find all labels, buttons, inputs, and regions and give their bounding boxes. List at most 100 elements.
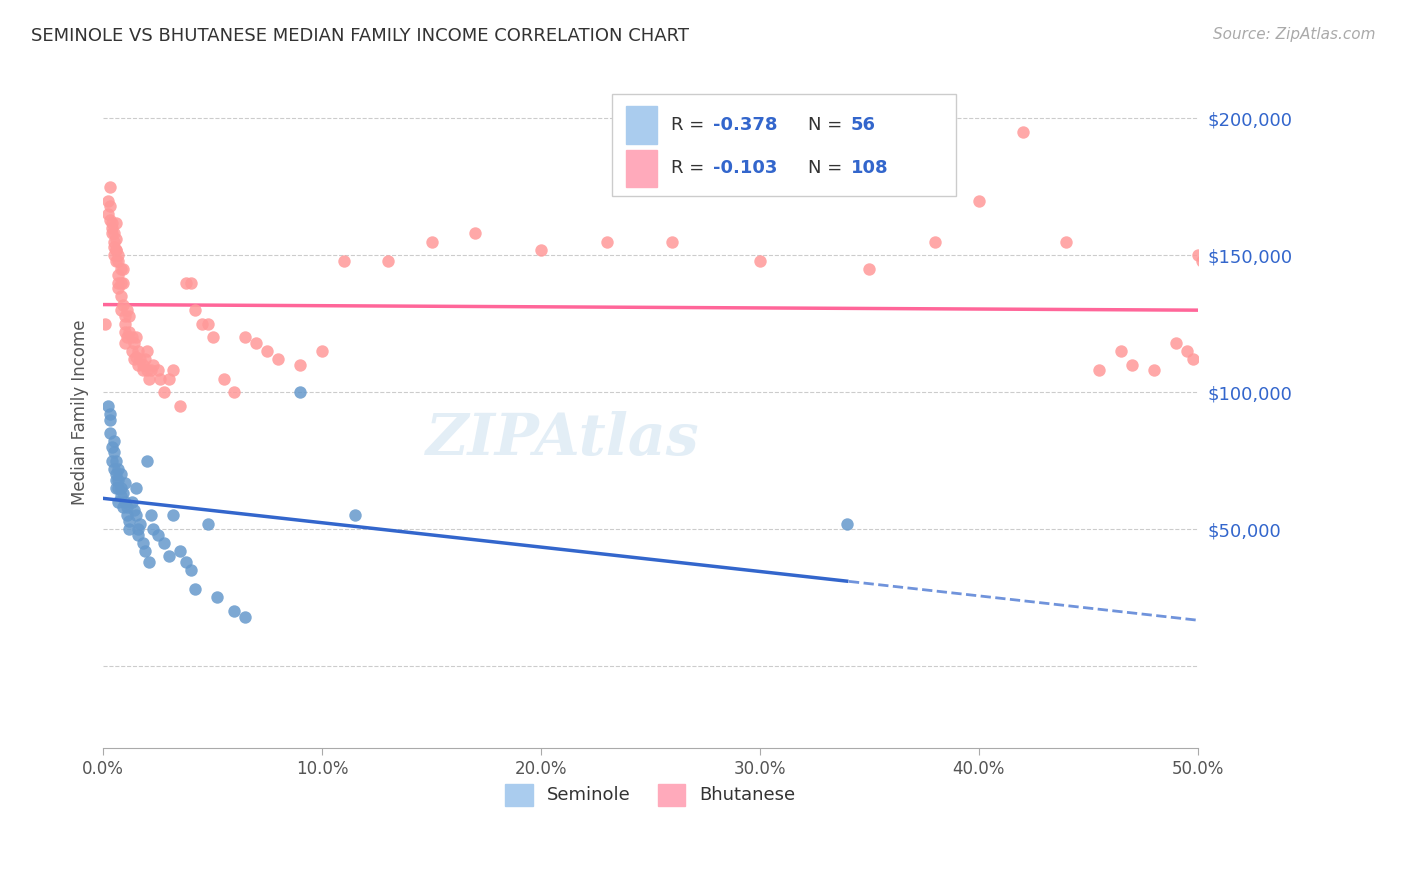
Point	[224, 604, 246, 618]
Text: N =: N =	[808, 159, 848, 177]
Point	[661, 235, 683, 249]
Point	[1182, 352, 1205, 367]
Point	[837, 516, 859, 531]
Point	[1253, 352, 1275, 367]
Text: 108: 108	[851, 159, 889, 177]
Point	[125, 350, 148, 364]
Legend: Seminole, Bhutanese: Seminole, Bhutanese	[498, 776, 803, 813]
Point	[967, 194, 990, 208]
Point	[129, 516, 152, 531]
Point	[101, 221, 124, 235]
Point	[1230, 344, 1253, 359]
Point	[141, 508, 163, 523]
Point	[176, 555, 198, 569]
Point	[131, 535, 153, 549]
Point	[107, 253, 129, 268]
Point	[343, 508, 366, 523]
Point	[135, 363, 157, 377]
Point	[107, 281, 129, 295]
Point	[110, 489, 132, 503]
Point	[184, 582, 207, 597]
Point	[146, 363, 169, 377]
Point	[96, 194, 118, 208]
Text: N =: N =	[808, 116, 848, 134]
Point	[1121, 358, 1143, 372]
Point	[595, 235, 617, 249]
Text: SEMINOLE VS BHUTANESE MEDIAN FAMILY INCOME CORRELATION CHART: SEMINOLE VS BHUTANESE MEDIAN FAMILY INCO…	[31, 27, 689, 45]
Point	[142, 358, 165, 372]
Point	[127, 522, 149, 536]
Point	[197, 317, 219, 331]
Point	[138, 555, 160, 569]
Point	[176, 276, 198, 290]
Point	[107, 462, 129, 476]
Point	[256, 344, 278, 359]
Point	[98, 180, 121, 194]
Point	[267, 352, 290, 367]
Point	[107, 481, 129, 495]
Point	[105, 232, 128, 246]
Point	[530, 243, 553, 257]
Text: Source: ZipAtlas.com: Source: ZipAtlas.com	[1212, 27, 1375, 42]
Point	[153, 385, 176, 400]
Point	[420, 235, 443, 249]
Point	[111, 276, 134, 290]
Point	[118, 309, 141, 323]
Point	[197, 516, 219, 531]
Point	[134, 544, 156, 558]
Point	[114, 475, 136, 490]
Point	[114, 335, 136, 350]
Point	[858, 262, 880, 277]
Point	[114, 309, 136, 323]
Point	[122, 335, 145, 350]
Point	[141, 363, 163, 377]
Point	[101, 227, 124, 241]
Point	[115, 500, 138, 515]
Point	[111, 298, 134, 312]
Point	[105, 481, 128, 495]
Point	[1187, 248, 1209, 262]
Point	[105, 473, 128, 487]
Point	[121, 344, 143, 359]
Point	[122, 352, 145, 367]
Point	[184, 303, 207, 318]
Point	[235, 330, 257, 344]
Point	[96, 207, 118, 221]
Text: -0.378: -0.378	[713, 116, 778, 134]
Point	[110, 481, 132, 495]
Point	[190, 317, 212, 331]
Point	[111, 486, 134, 500]
Point	[110, 289, 132, 303]
Point	[105, 243, 128, 257]
Point	[103, 445, 125, 459]
Point	[103, 462, 125, 476]
Point	[288, 385, 311, 400]
Point	[103, 240, 125, 254]
Point	[1274, 358, 1296, 372]
Point	[107, 276, 129, 290]
Point	[1198, 276, 1220, 290]
Point	[224, 385, 246, 400]
Text: 56: 56	[851, 116, 876, 134]
Point	[180, 276, 202, 290]
Point	[311, 344, 333, 359]
Point	[101, 453, 124, 467]
Point	[142, 522, 165, 536]
Y-axis label: Median Family Income: Median Family Income	[72, 320, 89, 506]
Point	[131, 358, 153, 372]
Point	[235, 609, 257, 624]
Point	[288, 358, 311, 372]
Point	[205, 591, 228, 605]
Point	[1175, 344, 1198, 359]
Point	[1219, 330, 1241, 344]
Point	[105, 215, 128, 229]
Point	[98, 412, 121, 426]
Point	[146, 527, 169, 541]
Point	[103, 235, 125, 249]
Point	[162, 508, 184, 523]
Point	[110, 467, 132, 482]
Point	[121, 494, 143, 508]
Point	[110, 303, 132, 318]
Point	[1109, 344, 1132, 359]
Point	[98, 407, 121, 421]
